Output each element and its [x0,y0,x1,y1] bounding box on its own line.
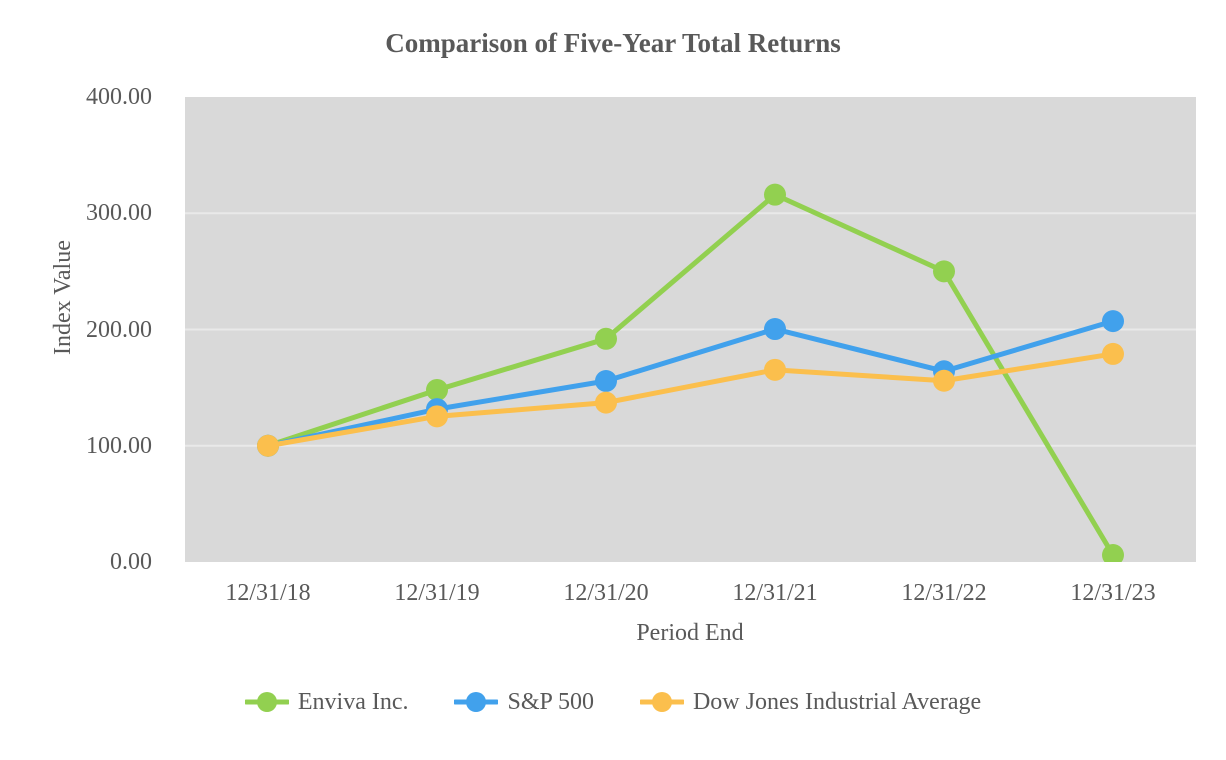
data-point [1102,310,1124,333]
data-point [595,369,617,392]
data-point [933,260,955,283]
x-tick-label: 12/31/18 [225,580,311,606]
legend-label: S&P 500 [507,689,594,715]
series-line [265,318,1116,449]
x-tick-label: 12/31/20 [563,580,649,606]
legend-marker-icon [454,692,499,712]
data-point [1102,544,1124,562]
legend-label: Dow Jones Industrial Average [692,689,982,715]
plot-area [185,97,1196,562]
chart-title: Comparison of Five-Year Total Returns [385,28,841,58]
series-line [265,192,1116,558]
data-point [595,391,617,414]
x-tick-label: 12/31/22 [901,580,987,606]
legend-item: S&P 500 [454,686,594,718]
legend-label: Enviva Inc. [297,689,409,715]
legend-marker-icon [244,692,289,712]
data-point [1102,342,1124,365]
data-point [764,358,786,381]
y-tick-label: 200.00 [86,316,152,343]
data-point [257,434,279,457]
data-point [426,378,448,401]
x-tick-label: 12/31/21 [732,580,818,606]
data-point [764,318,786,341]
y-tick-label: 400.00 [86,84,152,110]
y-tick-label: 0.00 [110,549,152,575]
x-axis-title: Period End [636,620,744,646]
legend-item: Enviva Inc. [244,686,409,718]
legend-marker-icon [639,692,684,712]
x-tick-label: 12/31/19 [394,580,480,606]
y-tick-label: 100.00 [86,432,152,459]
x-tick-label: 12/31/23 [1070,580,1156,606]
y-tick-label: 300.00 [86,200,152,227]
legend-item: Dow Jones Industrial Average [639,686,982,718]
data-point [595,327,617,350]
data-point [426,405,448,428]
legend: Enviva Inc. S&P 500 Dow Jones Industrial A… [0,686,1226,718]
data-point [764,183,786,206]
series-line [265,351,1116,449]
data-point [933,369,955,392]
